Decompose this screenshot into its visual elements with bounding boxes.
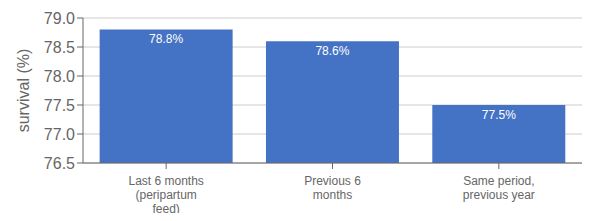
svg-text:Previous 6months: Previous 6months bbox=[304, 174, 361, 202]
svg-text:79.0: 79.0 bbox=[44, 10, 75, 27]
svg-text:Same period,previous year: Same period,previous year bbox=[463, 174, 535, 202]
svg-text:77.5%: 77.5% bbox=[482, 108, 516, 122]
svg-text:77.0: 77.0 bbox=[44, 126, 75, 143]
svg-text:77.5: 77.5 bbox=[44, 97, 75, 114]
svg-text:78.0: 78.0 bbox=[44, 68, 75, 85]
svg-text:78.5: 78.5 bbox=[44, 39, 75, 56]
svg-text:78.8%: 78.8% bbox=[149, 32, 183, 46]
svg-text:survival (%): survival (%) bbox=[15, 49, 32, 133]
svg-text:Last 6 months(peripartumfeed): Last 6 months(peripartumfeed) bbox=[128, 174, 203, 213]
svg-text:76.5: 76.5 bbox=[44, 155, 75, 172]
svg-text:78.6%: 78.6% bbox=[315, 44, 349, 58]
